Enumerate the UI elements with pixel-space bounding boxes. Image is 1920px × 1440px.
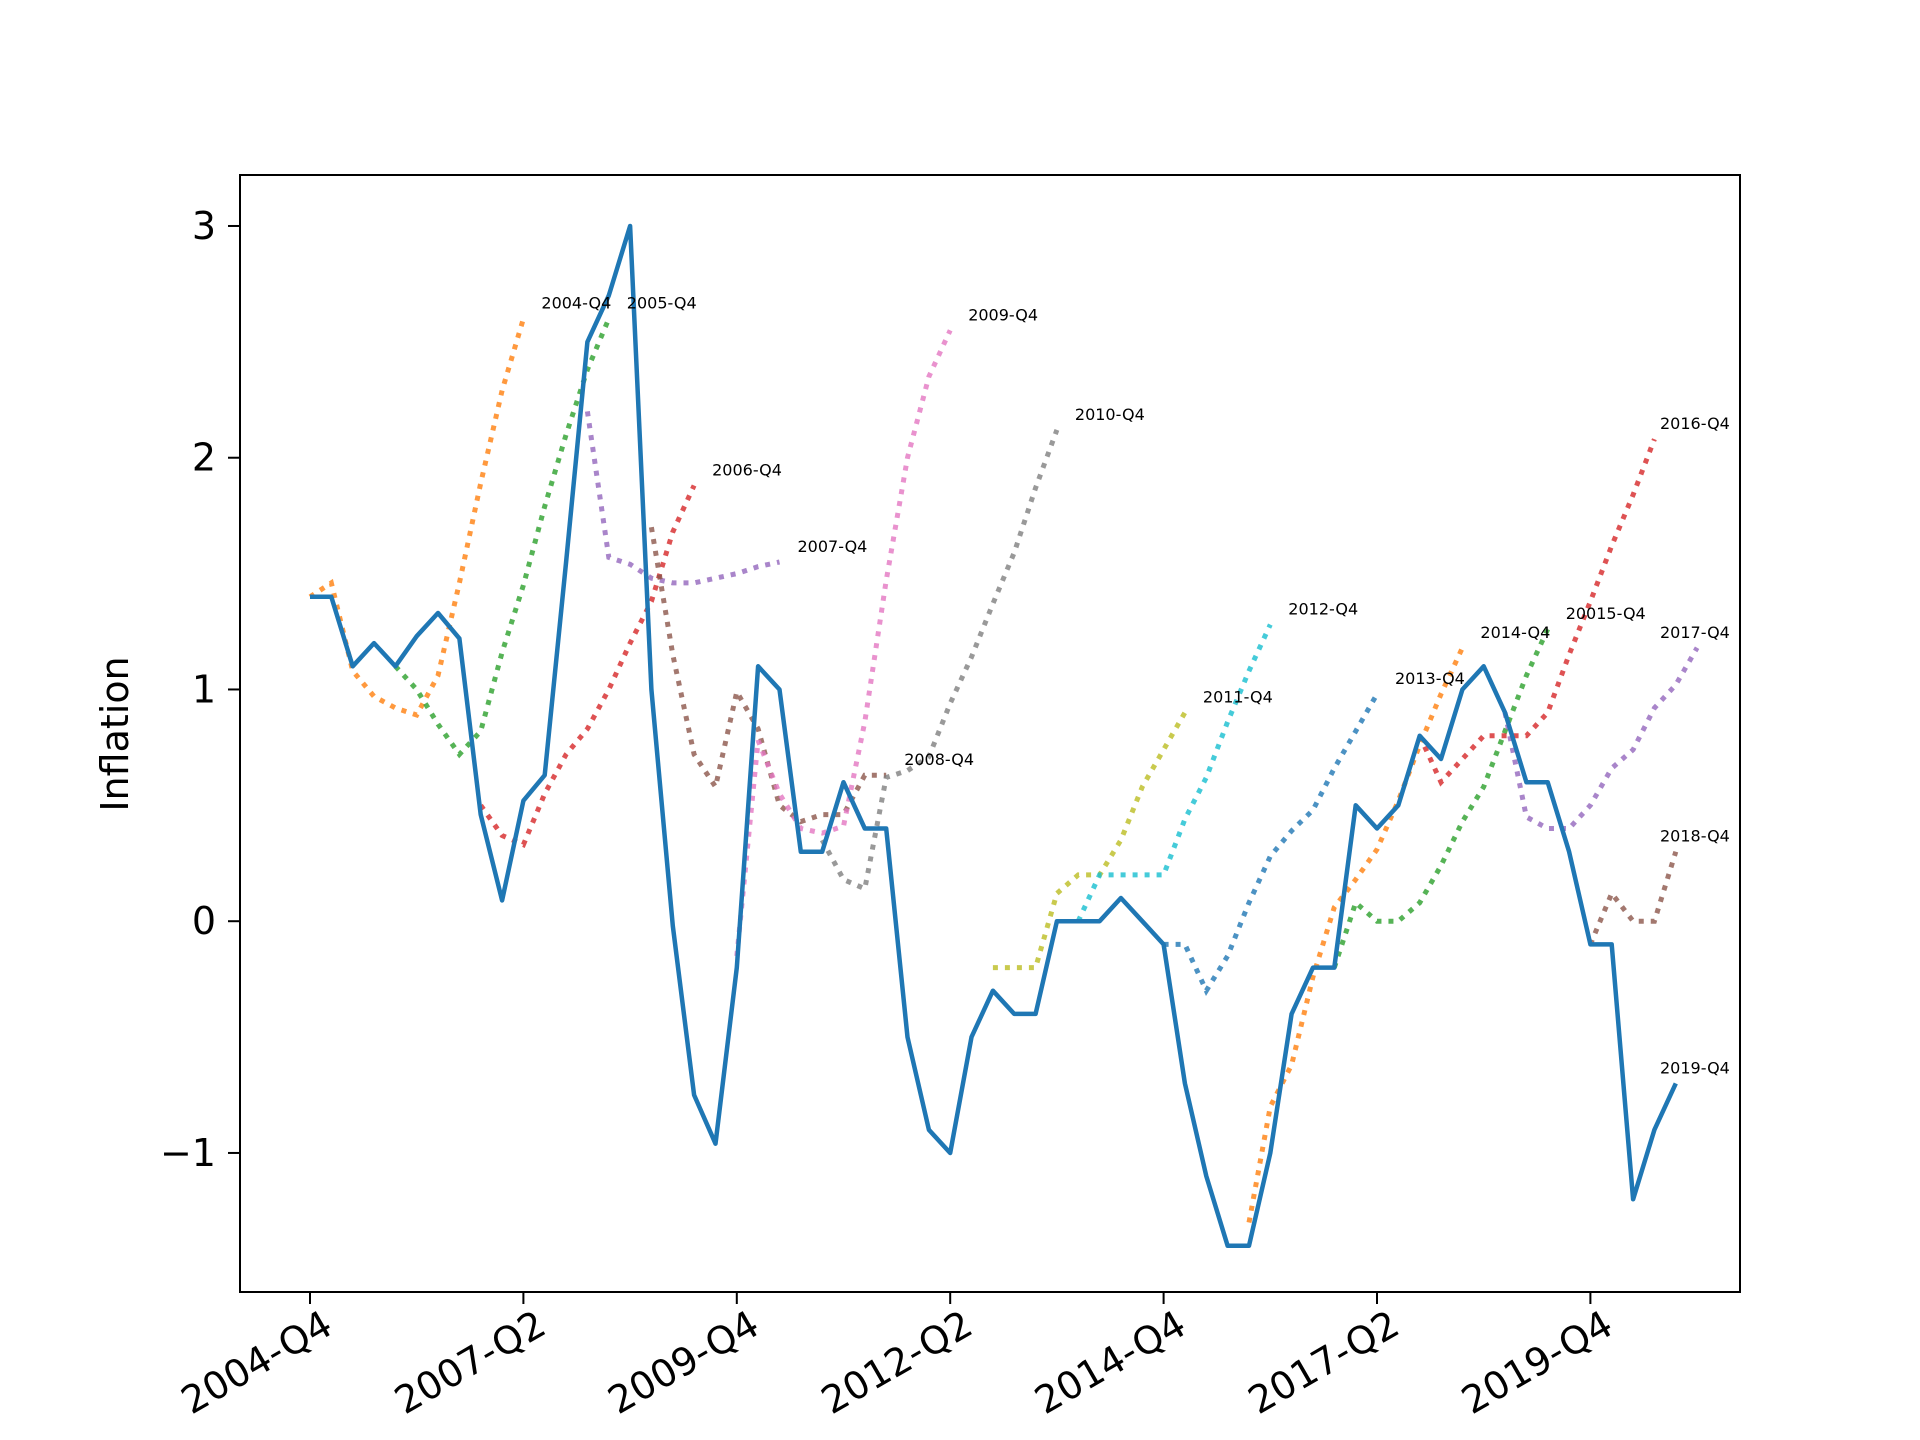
forecast-label-10: 2014-Q4 (1480, 623, 1550, 642)
forecast-label-15: 2019-Q4 (1660, 1058, 1730, 1077)
forecast-line-1 (393, 317, 612, 759)
actual-line (310, 223, 1678, 1248)
x-tick-label: 2014-Q4 (1027, 1302, 1193, 1423)
x-tick-label: 2012-Q2 (814, 1302, 980, 1423)
forecast-line-13 (1502, 646, 1700, 831)
forecast-label-3: 2007-Q4 (798, 537, 868, 556)
x-tick-label: 2007-Q2 (387, 1302, 553, 1423)
forecast-line-6 (820, 429, 1060, 893)
y-axis-label: Inflation (93, 656, 137, 811)
x-tick-label: 2009-Q4 (601, 1302, 767, 1423)
y-axis: −1 0 1 2 3 (160, 204, 240, 1175)
forecast-label-7: 2011-Q4 (1203, 688, 1273, 707)
y-tick-label: 3 (192, 204, 216, 248)
actual-series-line (310, 223, 1678, 1248)
forecast-label-14: 2018-Q4 (1660, 827, 1730, 846)
forecast-label-1: 2005-Q4 (627, 294, 697, 313)
forecast-line-8 (1075, 623, 1273, 923)
x-tick-label: 2019-Q4 (1454, 1302, 1620, 1423)
x-axis: 2004-Q4 2007-Q2 2009-Q4 2012-Q2 2014-Q4 2017-… (174, 1292, 1620, 1423)
forecast-label-9: 2013-Q4 (1395, 669, 1465, 688)
forecast-label-8: 2012-Q4 (1288, 600, 1358, 619)
x-tick-label: 2017-Q2 (1241, 1302, 1407, 1423)
y-tick-label: 2 (192, 436, 216, 480)
forecast-label-2: 2006-Q4 (712, 461, 782, 480)
y-tick-label: −1 (160, 1131, 216, 1175)
forecast-label-0: 2004-Q4 (541, 294, 611, 313)
forecast-labels: 2004-Q4 2005-Q4 2006-Q4 2007-Q4 2008-Q4 2009-… (541, 294, 1729, 1078)
forecast-label-13: 2017-Q4 (1660, 623, 1730, 642)
forecast-line-10 (1246, 646, 1465, 1223)
forecast-line-11 (1331, 628, 1550, 969)
forecast-line-4 (648, 526, 887, 825)
forecast-line-12 (1417, 438, 1657, 787)
forecast-line-7 (992, 711, 1188, 971)
forecast-label-11: 20015-Q4 (1566, 604, 1646, 623)
plot-frame (239, 174, 1741, 1293)
y-tick-label: 0 (192, 899, 216, 943)
forecast-label-4: 2008-Q4 (904, 750, 974, 769)
forecast-label-12: 2016-Q4 (1660, 414, 1730, 433)
forecast-line-14 (1588, 850, 1679, 946)
x-tick-label: 2004-Q4 (174, 1302, 340, 1423)
forecast-line-3 (584, 411, 781, 586)
forecast-label-6: 2010-Q4 (1075, 405, 1145, 424)
y-tick-label: 1 (192, 667, 216, 711)
forecast-label-5: 2009-Q4 (968, 305, 1038, 324)
forecast-line-5 (734, 329, 953, 957)
